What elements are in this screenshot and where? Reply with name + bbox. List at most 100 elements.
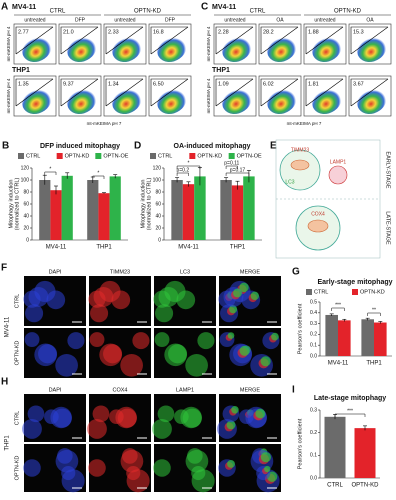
flow-gate [215, 26, 254, 55]
flow-density [312, 33, 343, 63]
flow-gate [260, 78, 299, 107]
y-tick-label: 0 [158, 237, 161, 243]
channel-label: MERGE [240, 387, 261, 393]
condition-label: DFP [75, 17, 86, 23]
flow-gate [60, 26, 98, 54]
y-tick-label: 0.1 [310, 343, 317, 349]
flow-density [222, 85, 253, 115]
mitochondrion [290, 159, 310, 171]
cell-line-label: MV4-11 [212, 4, 236, 11]
cell-signal [28, 286, 49, 307]
flow-gate [150, 78, 189, 107]
cell-signal [87, 419, 107, 439]
y-tick-label: 0.0 [310, 475, 317, 481]
y-axis-label: (normalized to CTRL) [146, 178, 152, 231]
y-tick-label: 20 [23, 225, 29, 231]
y-tick-label: 40 [155, 213, 161, 219]
lysosome [328, 165, 348, 185]
flow-gate [60, 78, 98, 106]
flow-density [112, 85, 143, 115]
significance-label: *** [347, 408, 353, 414]
panel-letter: I [292, 385, 295, 396]
flow-density [312, 85, 343, 115]
cell-signal [55, 353, 78, 377]
channel-label: MERGE [240, 269, 261, 275]
cell-signal [99, 343, 122, 367]
gate-percentage: 16.8 [153, 29, 164, 35]
panel-letter: D [134, 141, 141, 152]
group-label: OPTN-KD [334, 9, 362, 15]
x-axis-label: mt-mKEIMA pH 7 [287, 121, 322, 126]
cell-signal [226, 420, 236, 430]
y-axis-label: Pearson's coefficient [297, 418, 303, 469]
flow-gate [305, 26, 343, 54]
panel-letter: E [270, 141, 277, 152]
legend-swatch [56, 153, 63, 159]
cell-signal [88, 459, 106, 477]
y-tick-label: 0.2 [310, 430, 317, 436]
flow-gate [105, 78, 144, 107]
cell-signal [153, 459, 171, 477]
legend-swatch [306, 289, 312, 295]
gate-percentage: 15.3 [353, 29, 364, 35]
bar [324, 416, 346, 478]
legend-swatch [150, 153, 156, 159]
cell-signal [255, 408, 265, 419]
flow-density [222, 33, 253, 63]
bar [50, 190, 62, 240]
legend-swatch [189, 153, 196, 159]
condition-label: untreated [224, 17, 245, 23]
cell-signal [227, 460, 235, 468]
y-axis-label: Mitophagy induction [140, 180, 146, 229]
cell-signal [27, 405, 45, 423]
cell-signal [89, 332, 105, 348]
significance-bracket [331, 307, 345, 311]
gate-percentage: 28.2 [263, 29, 274, 35]
bar [231, 185, 244, 240]
x-tick-label: MV4-11 [46, 245, 67, 251]
significance-bracket [92, 175, 105, 179]
panel-letter: B [2, 141, 9, 152]
cell-signal [67, 332, 85, 350]
group-label: CTRL [50, 9, 66, 15]
flow-gate [105, 26, 144, 55]
flow-gate [350, 26, 388, 54]
cell-signal [260, 452, 272, 463]
significance-bracket [334, 413, 366, 417]
panel-letter: A [1, 2, 8, 13]
y-tick-label: 0.5 [310, 299, 317, 305]
y-axis-label: mt-mKEIMA pH 4 [206, 78, 211, 113]
row-label: OPTN-KD [14, 341, 20, 366]
y-tick-label: 80 [23, 189, 29, 195]
x-tick-label: THP1 [96, 245, 112, 251]
flow-gate [105, 78, 143, 106]
x-tick-label: OPTN-KD [352, 483, 380, 489]
significance-bracket [176, 165, 201, 169]
flow-gate [260, 78, 298, 106]
flow-gate [150, 26, 188, 54]
gate-percentage: 1.35 [18, 81, 29, 87]
row-label: CTRL [14, 411, 20, 425]
y-tick-label: 20 [155, 225, 161, 231]
flow-gate [60, 78, 99, 107]
flow-density [157, 33, 188, 63]
x-tick-label: THP1 [230, 245, 246, 251]
row-label: CTRL [14, 294, 20, 308]
y-axis-label: (normalized to CTRL) [14, 178, 20, 231]
significance-label: * [188, 160, 190, 166]
y-tick-label: 0.1 [310, 453, 317, 459]
chart-title: DFP induced mitophagy [40, 143, 120, 150]
cell-signal [232, 288, 242, 298]
cell-signal [264, 465, 271, 473]
flow-gate [215, 26, 253, 54]
flow-gate [150, 26, 189, 55]
significance-bracket [44, 171, 57, 175]
cell-signal [92, 405, 110, 423]
cell-signal [120, 353, 143, 377]
legend-label: CTRL [26, 153, 40, 159]
channel-label: LC3 [180, 269, 190, 275]
flow-gate [305, 78, 344, 107]
cell-line-label: THP1 [212, 67, 230, 74]
y-axis-label: mt-mKEIMA pH 4 [206, 26, 211, 61]
